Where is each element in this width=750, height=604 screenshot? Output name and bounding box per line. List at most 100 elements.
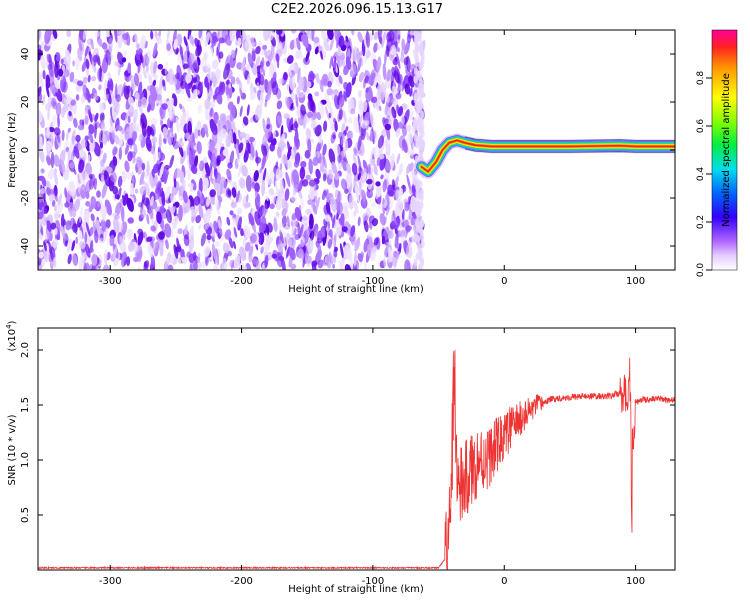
noise-speckle	[413, 134, 418, 143]
noise-speckle	[175, 48, 180, 55]
x-tick-label: -200	[230, 276, 253, 287]
noise-speckle	[327, 238, 333, 249]
noise-speckle	[129, 183, 135, 196]
noise-speckle	[153, 241, 159, 254]
y-tick-label: 2.0	[20, 342, 31, 358]
noise-speckle	[121, 170, 127, 183]
noise-speckle	[288, 247, 296, 261]
noise-speckle	[276, 146, 282, 159]
noise-speckle	[65, 146, 70, 153]
noise-speckle	[132, 130, 138, 141]
noise-speckle	[78, 31, 83, 40]
noise-speckle	[293, 135, 299, 148]
noise-speckle	[358, 99, 365, 115]
noise-speckle	[229, 150, 235, 166]
noise-speckle	[376, 43, 381, 51]
noise-speckle	[419, 117, 424, 126]
noise-speckle	[322, 173, 327, 182]
noise-speckle	[266, 48, 271, 57]
noise-speckle	[40, 55, 46, 70]
noise-speckle	[230, 180, 234, 189]
noise-speckle	[272, 71, 277, 83]
noise-speckle	[358, 165, 362, 174]
noise-speckle	[114, 202, 122, 217]
noise-speckle	[113, 246, 117, 261]
noise-speckle	[166, 169, 170, 176]
noise-speckle	[79, 222, 84, 239]
noise-speckle	[294, 206, 302, 222]
noise-speckle	[320, 50, 323, 60]
noise-speckle	[55, 55, 60, 62]
noise-speckle	[106, 238, 111, 246]
noise-speckle	[303, 113, 307, 129]
noise-speckle	[156, 151, 161, 161]
noise-speckle	[401, 139, 408, 153]
noise-speckle	[307, 70, 315, 85]
noise-speckle	[82, 84, 89, 99]
noise-speckle	[66, 30, 72, 38]
noise-speckle	[180, 87, 185, 95]
noise-speckle	[54, 228, 58, 236]
noise-speckle	[332, 134, 336, 140]
noise-speckle	[396, 46, 401, 53]
noise-speckle	[407, 131, 414, 145]
noise-speckle	[378, 153, 385, 160]
noise-speckle	[411, 185, 417, 198]
noise-speckle	[288, 67, 292, 77]
noise-speckle	[141, 122, 147, 138]
noise-speckle	[371, 158, 376, 166]
noise-speckle	[319, 79, 324, 93]
spectrogram-signal-trace	[414, 133, 675, 179]
noise-speckle	[379, 212, 386, 226]
noise-speckle	[365, 87, 370, 93]
noise-speckle	[350, 108, 356, 115]
noise-speckle	[250, 233, 257, 244]
noise-speckle	[109, 117, 113, 128]
noise-speckle	[53, 210, 60, 221]
noise-speckle	[232, 217, 236, 224]
noise-speckle	[99, 65, 102, 81]
noise-speckle	[392, 252, 398, 268]
noise-speckle	[348, 100, 352, 108]
noise-speckle	[309, 240, 314, 252]
noise-speckle	[331, 161, 338, 175]
noise-speckle	[43, 246, 48, 263]
noise-speckle	[287, 141, 292, 157]
noise-speckle	[192, 132, 195, 143]
noise-speckle	[81, 61, 87, 72]
noise-speckle	[310, 138, 315, 144]
noise-speckle	[312, 202, 317, 215]
noise-speckle	[95, 219, 101, 236]
noise-speckle	[205, 114, 210, 121]
noise-speckle	[203, 157, 208, 164]
noise-speckle	[416, 183, 420, 191]
noise-speckle	[226, 216, 231, 226]
noise-speckle	[417, 202, 421, 211]
noise-speckle	[164, 223, 172, 238]
noise-speckle	[418, 73, 422, 82]
noise-speckle	[78, 256, 83, 270]
noise-speckle	[158, 133, 162, 150]
noise-speckle	[263, 30, 270, 41]
noise-speckle	[283, 113, 290, 120]
noise-speckle	[49, 262, 54, 270]
noise-speckle	[353, 200, 359, 214]
noise-speckle	[164, 185, 171, 201]
noise-speckle	[211, 59, 219, 70]
noise-speckle	[39, 136, 43, 153]
noise-speckle	[256, 193, 261, 203]
noise-speckle	[348, 194, 354, 210]
noise-speckle	[314, 228, 319, 238]
noise-speckle	[54, 172, 59, 186]
noise-speckle	[109, 234, 115, 247]
noise-speckle	[87, 154, 91, 163]
noise-speckle	[72, 223, 78, 233]
noise-speckle	[72, 60, 75, 67]
noise-speckle	[143, 197, 150, 207]
noise-speckle	[193, 196, 201, 206]
noise-speckle	[190, 209, 197, 217]
noise-speckle	[281, 198, 289, 213]
colorbar-tick-label: 0.6	[696, 119, 706, 134]
noise-speckle	[211, 71, 217, 86]
noise-speckle	[179, 114, 185, 131]
